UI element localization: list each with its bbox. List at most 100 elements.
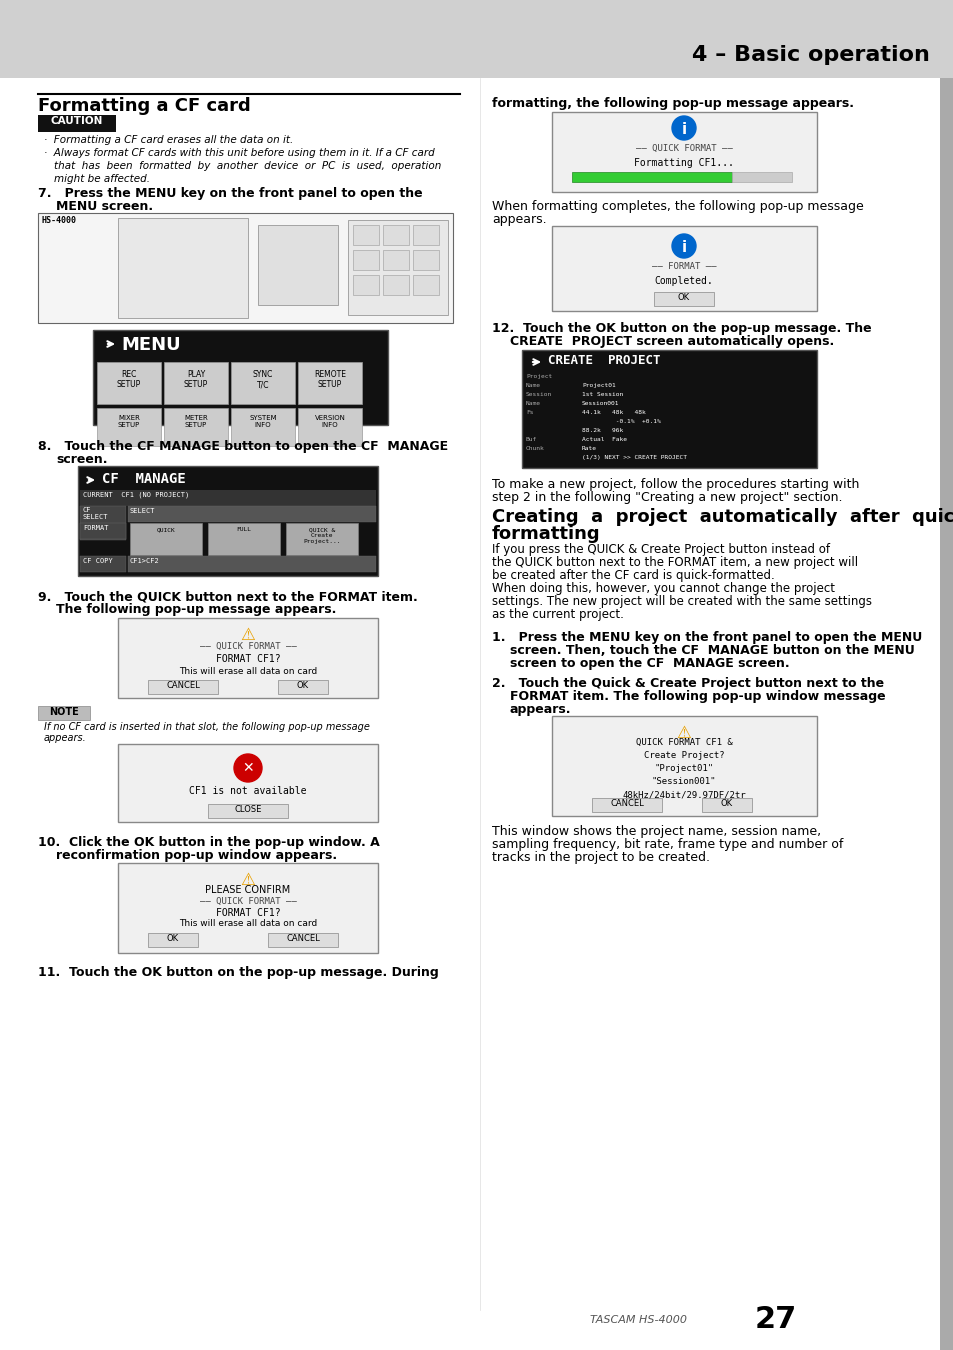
Text: CF1 is not available: CF1 is not available <box>189 786 307 796</box>
Bar <box>382 250 409 270</box>
Bar <box>231 408 294 446</box>
Circle shape <box>671 234 696 258</box>
Text: METER
SETUP: METER SETUP <box>184 414 208 428</box>
Text: QUICK FORMAT CF1 &: QUICK FORMAT CF1 & <box>635 738 732 747</box>
Text: CF COPY: CF COPY <box>83 558 112 564</box>
Text: Actual  Fake: Actual Fake <box>581 437 626 441</box>
Text: MIXER
SETUP: MIXER SETUP <box>118 414 140 428</box>
Text: tracks in the project to be created.: tracks in the project to be created. <box>492 850 709 864</box>
Bar <box>592 798 661 811</box>
Bar <box>128 506 375 522</box>
Bar <box>413 225 438 244</box>
Bar <box>353 225 378 244</box>
Text: "Project01": "Project01" <box>654 764 713 774</box>
Text: 7.   Press the MENU key on the front panel to open the: 7. Press the MENU key on the front panel… <box>38 188 422 200</box>
Text: This will erase all data on card: This will erase all data on card <box>178 919 316 927</box>
Bar <box>413 275 438 296</box>
Bar <box>353 250 378 270</box>
Text: —— FORMAT ——: —— FORMAT —— <box>651 262 716 271</box>
Bar <box>38 213 453 323</box>
Text: QUICK &
Create
Project...: QUICK & Create Project... <box>303 526 340 544</box>
Bar <box>382 275 409 296</box>
Text: PLAY
SETUP: PLAY SETUP <box>184 370 208 389</box>
Text: Project01: Project01 <box>581 383 615 387</box>
Bar <box>701 798 751 811</box>
Bar <box>731 171 791 182</box>
Text: that  has  been  formatted  by  another  device  or  PC  is  used,  operation: that has been formatted by another devic… <box>54 161 441 171</box>
Text: CURRENT  CF1 (NO PROJECT): CURRENT CF1 (NO PROJECT) <box>83 491 189 498</box>
Text: 10.  Click the OK button in the pop-up window. A: 10. Click the OK button in the pop-up wi… <box>38 836 379 849</box>
Text: 8.   Touch the CF MANAGE button to open the CF  MANAGE: 8. Touch the CF MANAGE button to open th… <box>38 440 448 454</box>
Text: VERSION
INFO: VERSION INFO <box>314 414 345 428</box>
Text: This will erase all data on card: This will erase all data on card <box>178 667 316 676</box>
Bar <box>97 408 161 446</box>
Circle shape <box>233 755 262 782</box>
Text: FORMAT item. The following pop-up window message: FORMAT item. The following pop-up window… <box>510 690 884 703</box>
Text: 48kHz/24bit/29.97DF/2tr: 48kHz/24bit/29.97DF/2tr <box>621 790 745 799</box>
Text: QUICK: QUICK <box>156 526 175 532</box>
Text: FORMAT: FORMAT <box>83 525 109 531</box>
Text: OK: OK <box>678 293 689 302</box>
Bar <box>257 225 337 305</box>
Text: 88.2k   96k: 88.2k 96k <box>581 428 622 433</box>
Text: be created after the CF card is quick-formatted.: be created after the CF card is quick-fo… <box>492 568 774 582</box>
Text: SYNC
T/C: SYNC T/C <box>253 370 273 389</box>
Bar <box>297 408 361 446</box>
Text: 11.  Touch the OK button on the pop-up message. During: 11. Touch the OK button on the pop-up me… <box>38 967 438 979</box>
Bar <box>231 362 294 404</box>
Bar <box>118 618 377 698</box>
Text: CF
SELECT: CF SELECT <box>83 508 109 520</box>
Bar <box>208 805 288 818</box>
Bar <box>572 171 731 182</box>
Bar <box>80 556 126 572</box>
Text: Name: Name <box>525 383 540 387</box>
Bar <box>164 362 228 404</box>
Bar <box>80 522 126 539</box>
Text: Session: Session <box>525 392 552 397</box>
Text: screen. Then, touch the CF  MANAGE button on the MENU: screen. Then, touch the CF MANAGE button… <box>510 644 914 657</box>
Text: sampling frequency, bit rate, frame type and number of: sampling frequency, bit rate, frame type… <box>492 838 842 850</box>
Text: PLEASE CONFIRM: PLEASE CONFIRM <box>205 886 291 895</box>
Bar <box>38 706 90 720</box>
Text: FORMAT CF1?: FORMAT CF1? <box>215 909 280 918</box>
Text: SELECT: SELECT <box>130 508 155 514</box>
Bar <box>348 220 448 315</box>
Text: REMOTE
SETUP: REMOTE SETUP <box>314 370 346 389</box>
Text: formatting, the following pop-up message appears.: formatting, the following pop-up message… <box>492 97 853 109</box>
Bar <box>552 716 816 815</box>
Text: appears.: appears. <box>44 733 87 743</box>
Text: If you press the QUICK & Create Project button instead of: If you press the QUICK & Create Project … <box>492 543 829 556</box>
Text: Fs: Fs <box>525 410 533 414</box>
Text: When formatting completes, the following pop-up message: When formatting completes, the following… <box>492 200 862 213</box>
Text: appears.: appears. <box>510 703 571 716</box>
Text: ⚠: ⚠ <box>676 724 691 742</box>
Bar <box>118 744 377 822</box>
Text: CF  MANAGE: CF MANAGE <box>102 472 186 486</box>
Text: 9.   Touch the QUICK button next to the FORMAT item.: 9. Touch the QUICK button next to the FO… <box>38 590 417 603</box>
Text: CF1>CF2: CF1>CF2 <box>130 558 159 564</box>
Text: reconfirmation pop-up window appears.: reconfirmation pop-up window appears. <box>56 849 336 863</box>
Text: CAUTION: CAUTION <box>51 116 103 126</box>
Bar <box>552 225 816 310</box>
Text: When doing this, however, you cannot change the project: When doing this, however, you cannot cha… <box>492 582 834 595</box>
Text: -0.1%  +0.1%: -0.1% +0.1% <box>581 418 660 424</box>
Text: OK: OK <box>167 934 179 944</box>
Bar <box>164 408 228 446</box>
Text: (1/3) NEXT >> CREATE PROJECT: (1/3) NEXT >> CREATE PROJECT <box>581 455 686 460</box>
Bar <box>80 506 126 540</box>
Bar <box>521 350 816 468</box>
Text: as the current project.: as the current project. <box>492 608 623 621</box>
Text: settings. The new project will be created with the same settings: settings. The new project will be create… <box>492 595 871 608</box>
Text: 1.   Press the MENU key on the front panel to open the MENU: 1. Press the MENU key on the front panel… <box>492 630 922 644</box>
Bar <box>128 556 375 572</box>
Text: screen to open the CF  MANAGE screen.: screen to open the CF MANAGE screen. <box>510 657 789 670</box>
Bar <box>0 0 953 78</box>
Text: Create Project?: Create Project? <box>643 751 723 760</box>
Text: 4 – Basic operation: 4 – Basic operation <box>691 45 929 65</box>
Text: Chunk: Chunk <box>525 446 544 451</box>
Text: the QUICK button next to the FORMAT item, a new project will: the QUICK button next to the FORMAT item… <box>492 556 858 568</box>
Text: REC
SETUP: REC SETUP <box>117 370 141 389</box>
Text: CANCEL: CANCEL <box>166 680 200 690</box>
Text: SYSTEM
INFO: SYSTEM INFO <box>249 414 276 428</box>
Circle shape <box>671 116 696 140</box>
